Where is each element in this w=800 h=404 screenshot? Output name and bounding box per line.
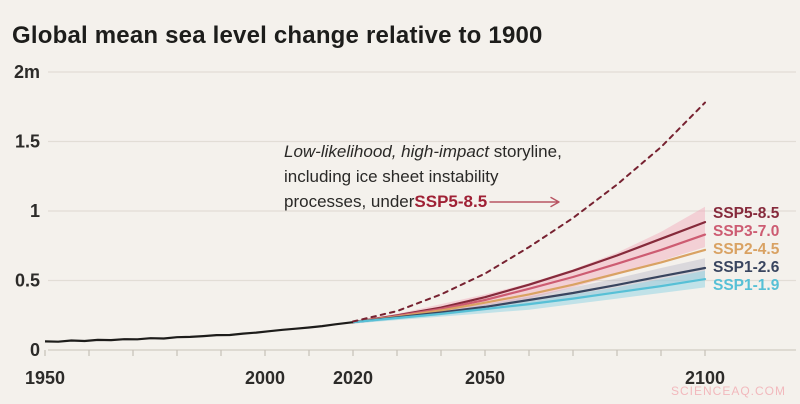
arrow-shaft-and-head [489,196,560,207]
x-tick-label: 2000 [245,368,285,388]
legend-label-ssp5-8.5: SSP5-8.5 [713,205,780,222]
y-tick-label: 1 [30,201,40,221]
x-tick-label: 2100 [685,368,725,388]
storyline-annotation: Low-likelihood, high-impact storyline, i… [284,139,604,214]
annotation-line1-rest: storyline, [489,142,562,161]
chart-title: Global mean sea level change relative to… [12,22,543,50]
legend-label-ssp1-2.6: SSP1-2.6 [713,259,780,276]
y-tick-label: 2m [14,62,40,82]
watermark: SCIENCEAQ.COM [670,384,786,398]
y-tick-label: 0.5 [15,271,40,291]
annotation-line-3: processes, under SSP5-8.5 [284,189,604,214]
y-tick-label: 1.5 [15,132,40,152]
annotation-italic-text: Low-likelihood, high-impact [284,142,490,161]
y-tick-label: 0 [30,340,40,360]
annotation-arrow-icon [489,196,560,207]
annotation-line3-prefix: processes, under [284,192,415,211]
annotation-scenario-label: SSP5-8.5 [414,192,488,211]
legend-label-ssp2-4.5: SSP2-4.5 [713,241,780,258]
storyline-dashed-line [352,101,706,323]
historical-line [44,321,354,343]
legend-label-ssp1-1.9: SSP1-1.9 [713,277,780,294]
x-tick-label: 1950 [25,368,65,388]
x-tick-label: 2050 [465,368,505,388]
legend-label-ssp3-7.0: SSP3-7.0 [713,223,779,240]
x-tick-label: 2020 [333,368,373,388]
projection-line-ssp1-1-9 [351,278,707,324]
projection-line-ssp2-4-5 [351,248,707,324]
annotation-line-2: including ice sheet instability [284,167,499,186]
annotation-line-1: Low-likelihood, high-impact storyline, [284,139,604,164]
uncertainty-band [353,206,705,324]
